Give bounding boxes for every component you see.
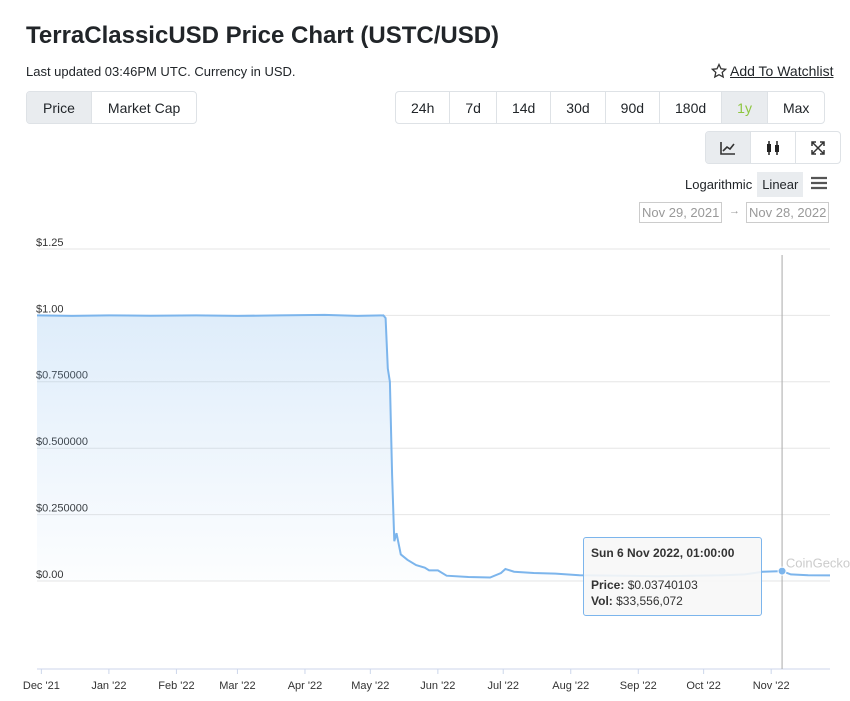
subtitle: Last updated 03:46PM UTC. Currency in US…	[26, 64, 296, 79]
tooltip-price-label: Price:	[591, 578, 625, 592]
date-to[interactable]: Nov 28, 2022	[746, 202, 830, 223]
page-title: TerraClassicUSD Price Chart (USTC/USD)	[26, 22, 500, 49]
x-tick-label: Sep '22	[620, 680, 657, 692]
y-tick-label: $1.25	[36, 237, 64, 249]
tooltip-price: $0.03740103	[627, 578, 698, 592]
x-tick-label: Nov '22	[753, 680, 790, 692]
tooltip-price-row: Price: $0.03740103	[591, 578, 698, 592]
x-tick-label: May '22	[351, 680, 389, 692]
x-tick-label: Mar '22	[219, 680, 255, 692]
tooltip-date: Sun 6 Nov 2022, 01:00:00	[591, 546, 735, 560]
arrow: →	[729, 205, 740, 217]
range-button[interactable]: 24h	[396, 92, 451, 123]
line-chart-button[interactable]	[706, 132, 751, 163]
x-tick-label: Feb '22	[158, 680, 194, 692]
watchlist-link[interactable]: Add To Watchlist	[730, 63, 834, 79]
tooltip-vol-label: Vol:	[591, 594, 613, 608]
range-button[interactable]: 14d	[497, 92, 552, 123]
x-tick-label: Oct '22	[686, 680, 721, 692]
range-button[interactable]: 180d	[660, 92, 723, 123]
range-button[interactable]: 30d	[551, 92, 606, 123]
hover-dot	[777, 566, 787, 576]
tooltip: Sun 6 Nov 2022, 01:00:00 Price: $0.03740…	[583, 537, 762, 616]
tab-button[interactable]: Price	[27, 92, 92, 123]
range-group: 24h 7d 14d 30d 90d 180d 1y Max	[395, 91, 826, 124]
tooltip-vol: $33,556,072	[616, 594, 683, 608]
chart-type-group	[705, 131, 841, 164]
menu-icon[interactable]	[810, 176, 828, 190]
range-button[interactable]: 7d	[450, 92, 497, 123]
tab-button[interactable]: Market Cap	[107, 99, 181, 116]
area-fill	[37, 314, 830, 581]
scale-button[interactable]: Linear	[757, 172, 804, 197]
range-button[interactable]: 1y	[722, 92, 768, 123]
scale-button[interactable]: Logarithmic	[685, 177, 753, 192]
star-icon[interactable]	[711, 63, 727, 79]
y-tick-label: $1.00	[36, 303, 64, 315]
tooltip-vol-row: Vol: $33,556,072	[591, 594, 683, 608]
fullscreen-button[interactable]	[796, 132, 840, 163]
x-tick-label: Jul '22	[487, 680, 518, 692]
candle-chart-button[interactable]	[751, 132, 796, 163]
scale-group: Logarithmic Linear	[680, 172, 804, 197]
x-tick-label: Jan '22	[91, 680, 126, 692]
x-tick-label: Dec '21	[23, 680, 60, 692]
watermark: CoinGecko	[786, 555, 850, 570]
x-tick-label: Apr '22	[288, 680, 323, 692]
x-tick-label: Jun '22	[420, 680, 455, 692]
x-tick-label: Aug '22	[552, 680, 589, 692]
tab-group: Price Market Cap	[26, 91, 198, 124]
range-button[interactable]: 90d	[606, 92, 661, 123]
range-button[interactable]: Max	[782, 99, 810, 116]
date-from[interactable]: Nov 29, 2021	[639, 202, 723, 223]
